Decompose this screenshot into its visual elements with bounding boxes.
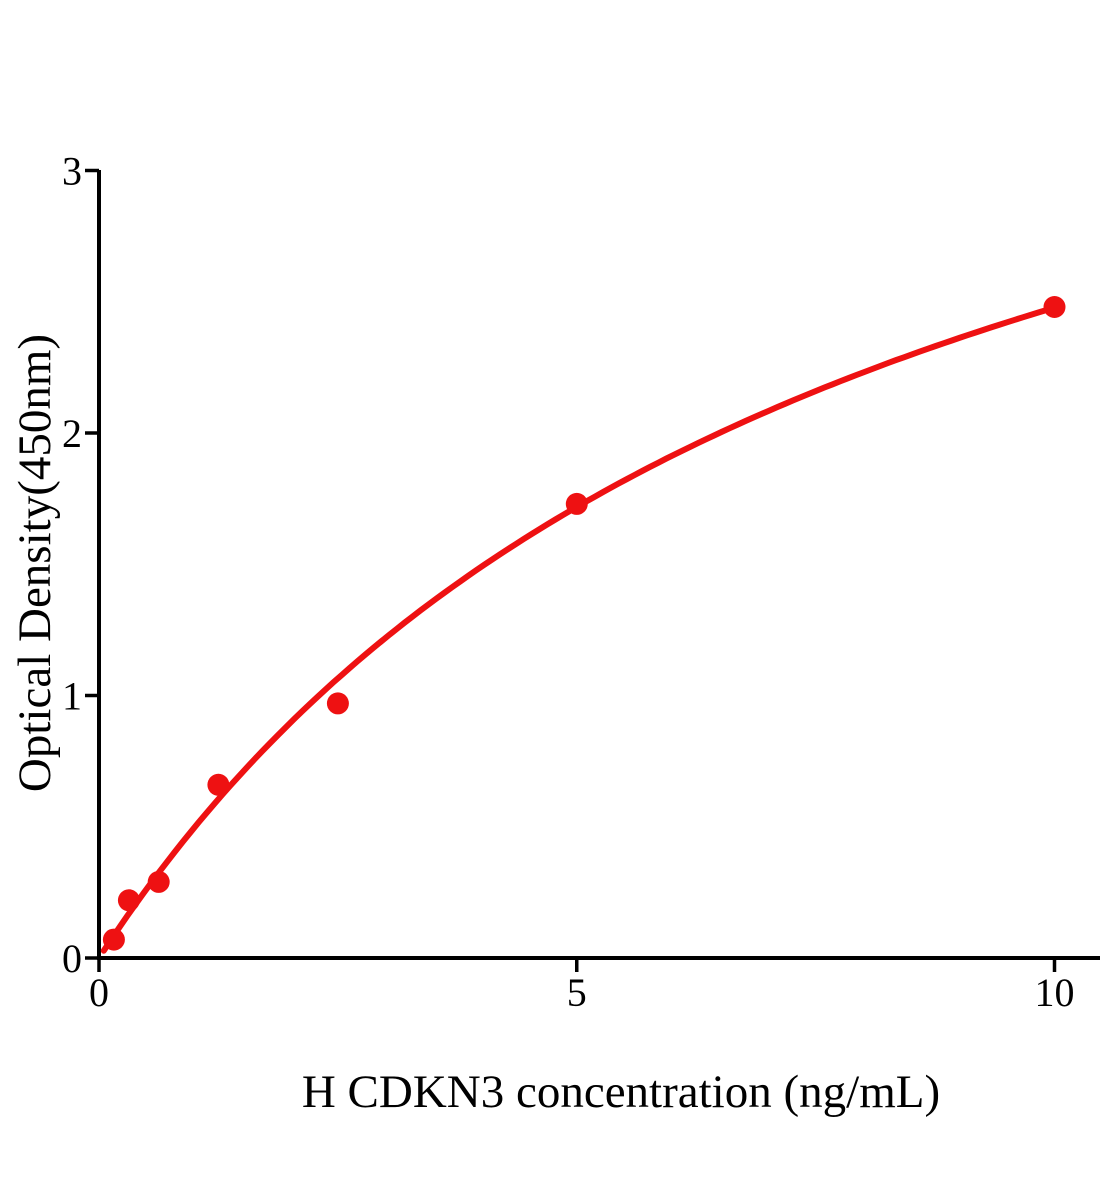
data-point [326, 692, 349, 715]
data-point [1043, 296, 1066, 318]
data-point [147, 870, 170, 893]
x-tick-label: 10 [1035, 970, 1075, 1015]
y-tick-label: 3 [62, 149, 82, 194]
fit-curve [100, 304, 1058, 954]
x-tick-label: 0 [89, 970, 109, 1015]
y-tick-label: 0 [62, 936, 82, 981]
x-axis-title: H CDKN3 concentration (ng/mL) [302, 1066, 940, 1118]
data-point [207, 773, 230, 796]
data-points [102, 296, 1066, 951]
y-axis-title: Optical Density(450nm) [9, 334, 61, 792]
x-tick-label: 5 [567, 970, 587, 1015]
y-axis-ticks: 0 1 2 3 [62, 149, 99, 981]
data-point [102, 928, 125, 951]
x-axis-ticks: 0 5 10 [89, 958, 1075, 1015]
y-tick-label: 1 [62, 674, 82, 719]
data-point [117, 889, 140, 912]
data-point [565, 492, 588, 515]
y-tick-label: 2 [62, 411, 82, 456]
